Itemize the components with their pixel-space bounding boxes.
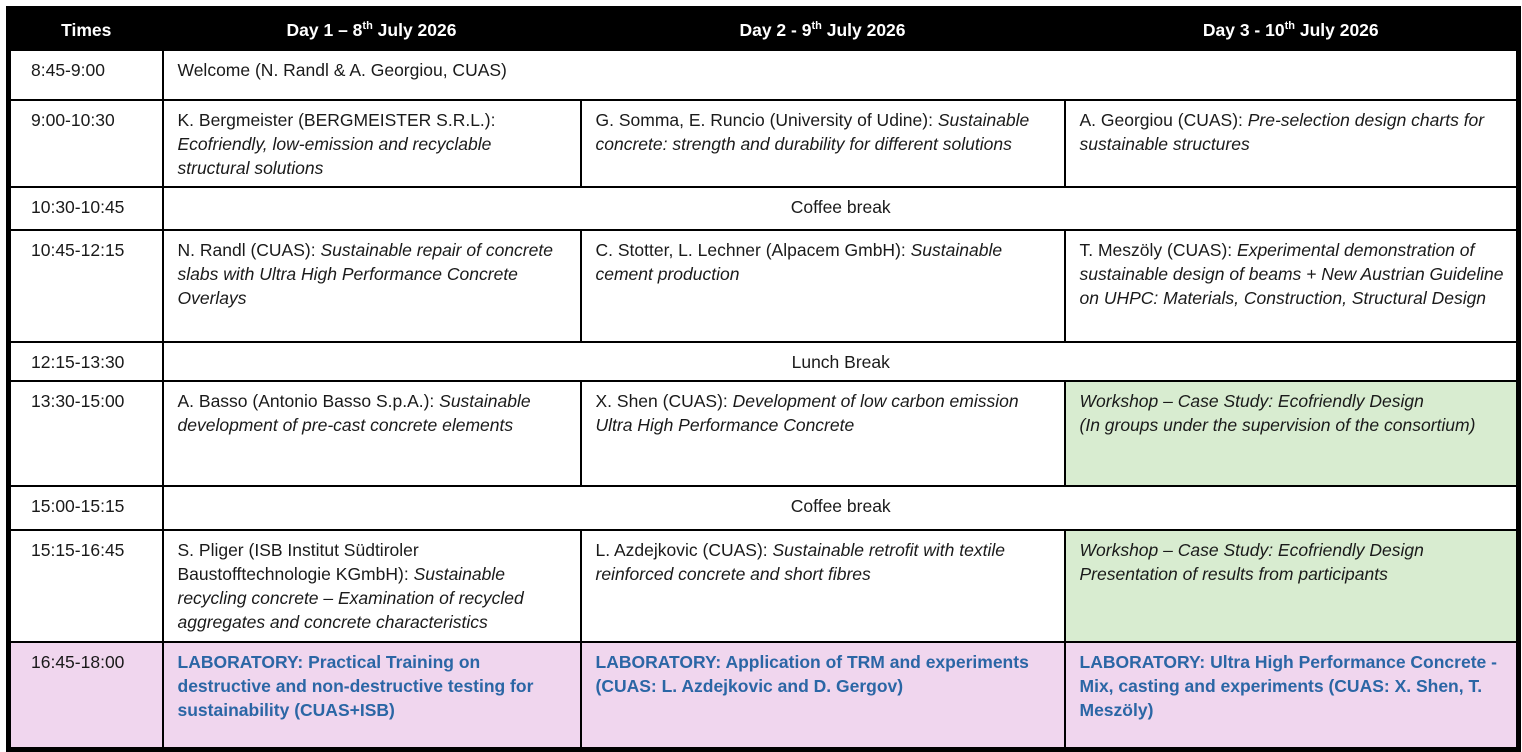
talk-title: Sustainable recycling concrete – Examina… [177, 563, 524, 632]
row-laboratory: 16:45-18:00 LABORATORY: Practical Traini… [7, 640, 1520, 751]
talk-title: Ecofriendly, low-emission and recyclable… [177, 133, 492, 178]
workshop-line-2: Presentation of results from participant… [1079, 563, 1388, 584]
time-cell: 13:30-15:00 [7, 379, 164, 487]
session-cell-day1: A. Basso (Antonio Basso S.p.A.): Sustain… [161, 379, 582, 487]
row-lunch-break: 12:15-13:30 Lunch Break [7, 340, 1520, 382]
session-cell-day2: G. Somma, E. Runcio (University of Udine… [579, 98, 1066, 188]
header-row: Times Day 1 – 8th July 2026 Day 2 - 9th … [7, 7, 1520, 51]
laboratory-cell-day1: LABORATORY: Practical Training on destru… [161, 640, 582, 751]
session-cell-day2: L. Azdejkovic (CUAS): Sustainable retrof… [579, 528, 1066, 643]
coffee-break-cell: Coffee break [161, 185, 1520, 231]
workshop-cell: Workshop – Case Study: Ecofriendly Desig… [1063, 379, 1520, 487]
talk-title: Pre-selection design charts for sustaina… [1079, 109, 1485, 154]
talk-title: Sustainable repair of concrete slabs wit… [177, 239, 553, 308]
header-day3-sup: th [1284, 19, 1295, 32]
header-day2: Day 2 - 9th July 2026 [579, 7, 1066, 51]
header-day2-sup: th [811, 19, 822, 32]
talk-title: Experimental demonstration of sustainabl… [1079, 239, 1504, 308]
coffee-break-cell: Coffee break [161, 484, 1520, 531]
session-cell-day3: A. Georgiou (CUAS): Pre-selection design… [1063, 98, 1520, 188]
header-day3-text: Day 3 - 10 [1202, 19, 1285, 40]
schedule-table: Times Day 1 – 8th July 2026 Day 2 - 9th … [6, 6, 1521, 752]
welcome-cell: Welcome (N. Randl & A. Georgiou, CUAS) [161, 48, 1520, 101]
laboratory-cell-day2: LABORATORY: Application of TRM and exper… [579, 640, 1066, 751]
talk-title: Sustainable development of pre-cast conc… [177, 390, 531, 435]
time-cell: 15:15-16:45 [7, 528, 164, 643]
speaker-text: A. Georgiou (CUAS): [1079, 109, 1248, 130]
laboratory-cell-day3: LABORATORY: Ultra High Performance Concr… [1063, 640, 1520, 751]
header-day1-rest: July 2026 [372, 19, 457, 40]
time-cell: 9:00-10:30 [7, 98, 164, 188]
speaker-text: N. Randl (CUAS): [177, 239, 321, 260]
talk-title: Development of low carbon emission Ultra… [595, 390, 1019, 435]
talk-title: Sustainable cement production [595, 239, 1003, 284]
speaker-text: T. Meszöly (CUAS): [1079, 239, 1238, 260]
row-session2: 10:45-12:15 N. Randl (CUAS): Sustainable… [7, 228, 1520, 343]
speaker-text: A. Basso (Antonio Basso S.p.A.): [177, 390, 440, 411]
time-cell: 10:45-12:15 [7, 228, 164, 343]
time-cell: 12:15-13:30 [7, 340, 164, 382]
workshop-line-2: (In groups under the supervision of the … [1079, 414, 1476, 435]
speaker-text: G. Somma, E. Runcio (University of Udine… [595, 109, 938, 130]
row-welcome: 8:45-9:00 Welcome (N. Randl & A. Georgio… [7, 48, 1520, 101]
row-coffee-break-1: 10:30-10:45 Coffee break [7, 185, 1520, 231]
header-day1-text: Day 1 – 8 [286, 19, 363, 40]
session-cell-day3: T. Meszöly (CUAS): Experimental demonstr… [1063, 228, 1520, 343]
speaker-text: C. Stotter, L. Lechner (Alpacem GmbH): [595, 239, 911, 260]
row-coffee-break-2: 15:00-15:15 Coffee break [7, 484, 1520, 531]
header-day1-sup: th [362, 19, 373, 32]
row-session4: 15:15-16:45 S. Pliger (ISB Institut Südt… [7, 528, 1520, 643]
workshop-cell: Workshop – Case Study: Ecofriendly Desig… [1063, 528, 1520, 643]
lunch-break-cell: Lunch Break [161, 340, 1520, 382]
workshop-line-1: Workshop – Case Study: Ecofriendly Desig… [1079, 390, 1424, 411]
speaker-text: L. Azdejkovic (CUAS): [595, 539, 773, 560]
session-cell-day1: N. Randl (CUAS): Sustainable repair of c… [161, 228, 582, 343]
time-cell: 16:45-18:00 [7, 640, 164, 751]
talk-title: Sustainable concrete: strength and durab… [595, 109, 1030, 154]
row-session3: 13:30-15:00 A. Basso (Antonio Basso S.p.… [7, 379, 1520, 487]
session-cell-day1: K. Bergmeister (BERGMEISTER S.R.L.): Eco… [161, 98, 582, 188]
header-times: Times [7, 7, 164, 51]
session-cell-day2: C. Stotter, L. Lechner (Alpacem GmbH): S… [579, 228, 1066, 343]
speaker-text: S. Pliger (ISB Institut Südtiroler Baust… [177, 539, 419, 584]
speaker-text: K. Bergmeister (BERGMEISTER S.R.L.): [177, 109, 496, 130]
header-day3-rest: July 2026 [1294, 19, 1379, 40]
time-cell: 10:30-10:45 [7, 185, 164, 231]
session-cell-day1: S. Pliger (ISB Institut Südtiroler Baust… [161, 528, 582, 643]
header-day2-rest: July 2026 [821, 19, 906, 40]
session-cell-day2: X. Shen (CUAS): Development of low carbo… [579, 379, 1066, 487]
row-session1: 9:00-10:30 K. Bergmeister (BERGMEISTER S… [7, 98, 1520, 188]
speaker-text: X. Shen (CUAS): [595, 390, 733, 411]
time-cell: 8:45-9:00 [7, 48, 164, 101]
time-cell: 15:00-15:15 [7, 484, 164, 531]
header-day3: Day 3 - 10th July 2026 [1063, 7, 1520, 51]
talk-title: Sustainable retrofit with textile reinfo… [595, 539, 1005, 584]
header-day1: Day 1 – 8th July 2026 [161, 7, 582, 51]
header-day2-text: Day 2 - 9 [739, 19, 812, 40]
workshop-line-1: Workshop – Case Study: Ecofriendly Desig… [1079, 539, 1424, 560]
